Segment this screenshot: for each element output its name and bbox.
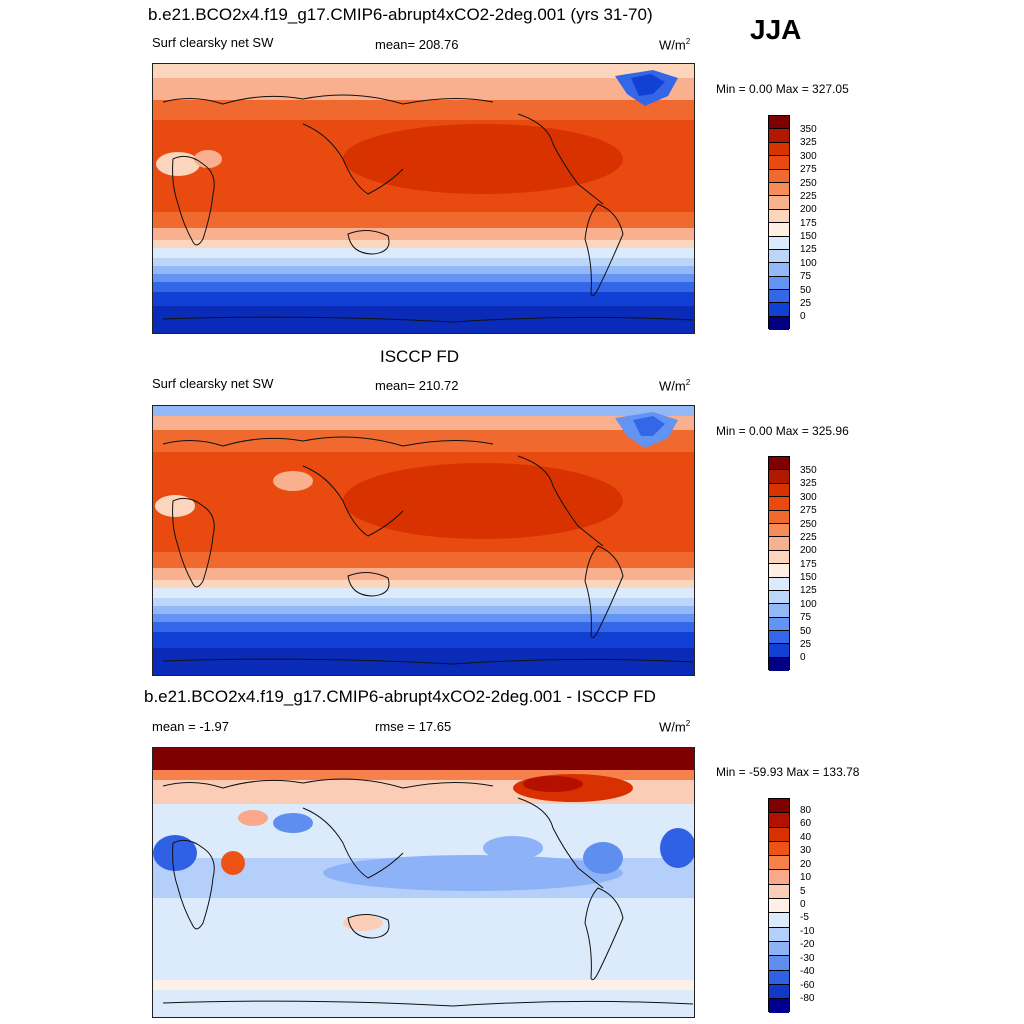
panel3-rmse: rmse = 17.65: [375, 719, 452, 734]
panel2-cbar-label: 175: [800, 559, 817, 570]
panel2-cbar-label: 125: [800, 585, 817, 596]
panel1-cbar-label: 175: [800, 218, 817, 229]
panel3-cbar-label: 20: [800, 859, 812, 870]
panel1-map: [152, 63, 695, 334]
panel3-cbar-label: -20: [800, 939, 815, 950]
panel1-units: W/m2: [659, 37, 691, 53]
panel1-cbar-label: 125: [800, 244, 817, 255]
panel2-cbar-label: 75: [800, 612, 812, 623]
panel2-cbar-label: 300: [800, 492, 817, 503]
panel3-mean: mean = -1.97: [152, 719, 229, 734]
panel2-cbar-label: 50: [800, 626, 812, 637]
panel3-colorbar: [768, 798, 790, 1014]
panel1-cbar-label: 225: [800, 191, 817, 202]
panel1-mean: mean= 208.76: [375, 37, 459, 52]
panel3-cbar-label: 80: [800, 805, 812, 816]
panel3-cbar-label: -5: [800, 912, 809, 923]
panel3-units: W/m2: [659, 719, 691, 735]
panel1-minmax: Min = 0.00 Max = 327.05: [716, 82, 849, 96]
panel1-colorbar: [768, 115, 790, 331]
panel3-cbar-label: 0: [800, 899, 806, 910]
panel2-cbar-label: 25: [800, 639, 812, 650]
panel1-cbar-label: 250: [800, 178, 817, 189]
panel2-cbar-label: 225: [800, 532, 817, 543]
panel2-cbar-label: 0: [800, 652, 806, 663]
panel3-cbar-label: 40: [800, 832, 812, 843]
season-label: JJA: [750, 14, 802, 45]
panel2-title: ISCCP FD: [380, 347, 460, 366]
panel1-cbar-label: 150: [800, 231, 817, 242]
panel1-cbar-label: 25: [800, 298, 812, 309]
panel3-cbar-label: 5: [800, 886, 806, 897]
panel3-map: [152, 747, 695, 1018]
panel3-minmax: Min = -59.93 Max = 133.78: [716, 765, 860, 779]
panel3-cbar-label: -80: [800, 993, 815, 1004]
panel2-cbar-label: 150: [800, 572, 817, 583]
panel2-units: W/m2: [659, 378, 691, 394]
panel1-cbar-label: 325: [800, 137, 817, 148]
panel1-cbar-label: 0: [800, 311, 806, 322]
panel1-cbar-label: 200: [800, 204, 817, 215]
panel3-cbar-label: -60: [800, 980, 815, 991]
panel3-cbar-label: -30: [800, 953, 815, 964]
panel2-colorbar: [768, 456, 790, 672]
panel1-cbar-label: 350: [800, 124, 817, 135]
panel2-cbar-label: 325: [800, 478, 817, 489]
panel2-minmax: Min = 0.00 Max = 325.96: [716, 424, 849, 438]
panel2-map: [152, 405, 695, 676]
panel2-cbar-label: 200: [800, 545, 817, 556]
panel2-cbar-label: 250: [800, 519, 817, 530]
panel3-cbar-label: 60: [800, 818, 812, 829]
panel2-cbar-label: 100: [800, 599, 817, 610]
panel3-title: b.e21.BCO2x4.f19_g17.CMIP6-abrupt4xCO2-2…: [144, 687, 656, 706]
panel1-cbar-label: 100: [800, 258, 817, 269]
panel3-cbar-label: 30: [800, 845, 812, 856]
panel3-cbar-label: -40: [800, 966, 815, 977]
panel1-cbar-label: 300: [800, 151, 817, 162]
panel2-cbar-label: 275: [800, 505, 817, 516]
panel1-cbar-label: 50: [800, 285, 812, 296]
panel1-cbar-label: 75: [800, 271, 812, 282]
panel1-title: b.e21.BCO2x4.f19_g17.CMIP6-abrupt4xCO2-2…: [148, 5, 653, 24]
panel2-left-label: Surf clearsky net SW: [152, 376, 274, 391]
panel2-cbar-label: 350: [800, 465, 817, 476]
panel2-mean: mean= 210.72: [375, 378, 459, 393]
panel1-left-label: Surf clearsky net SW: [152, 35, 274, 50]
panel3-cbar-label: 10: [800, 872, 812, 883]
panel3-cbar-label: -10: [800, 926, 815, 937]
panel1-cbar-label: 275: [800, 164, 817, 175]
